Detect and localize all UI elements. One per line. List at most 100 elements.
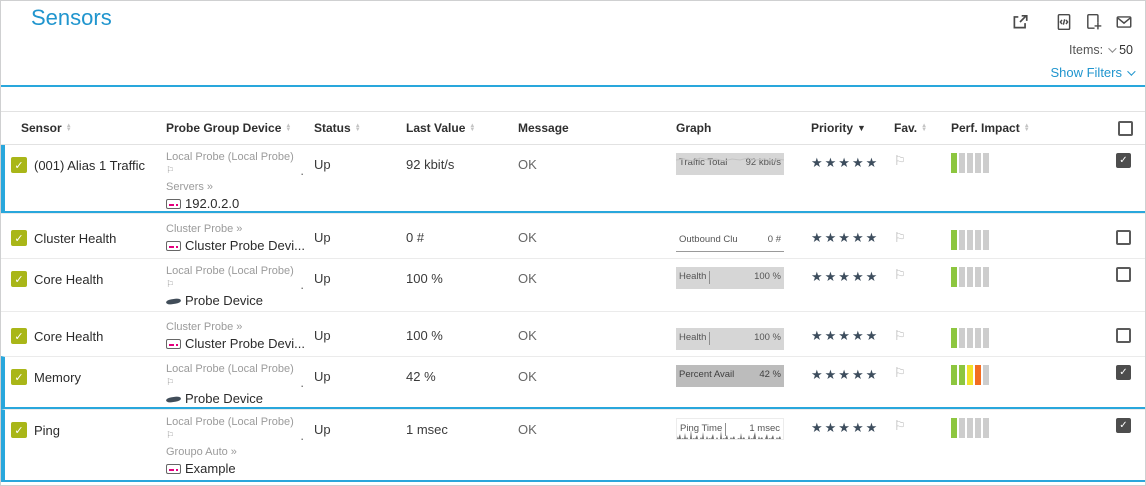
column-header-probe-group-device[interactable]: Probe Group Device ▲ ▼ bbox=[166, 121, 292, 135]
sensor-status-ok-icon: ✓ bbox=[11, 328, 27, 344]
favorite-flag-icon[interactable]: ⚐ bbox=[894, 153, 906, 168]
last-value-cell: 92 kbit/s bbox=[406, 157, 455, 172]
table-row[interactable]: ✓ Cluster Health ⚐ Cluster Probe» Cluste… bbox=[1, 213, 1145, 258]
priority-stars[interactable]: ★★★★★ bbox=[811, 420, 880, 435]
column-header-sensor[interactable]: Sensor ▲ ▼ bbox=[21, 121, 72, 135]
sensor-name[interactable]: (001) Alias 1 Traffic bbox=[34, 158, 146, 173]
sensor-name[interactable]: Ping bbox=[34, 423, 61, 438]
top-bar: Sensors Items: 50 Show Filters bbox=[1, 1, 1145, 85]
device-link[interactable]: Probe Device bbox=[165, 293, 308, 308]
graph-label: Traffic Total bbox=[679, 157, 728, 168]
probe-info[interactable]: Local Probe (Local Probe) ⚐ . bbox=[166, 151, 308, 178]
show-filters-toggle[interactable]: Show Filters bbox=[1050, 65, 1136, 80]
priority-stars[interactable]: ★★★★★ bbox=[811, 367, 880, 382]
last-value-cell: 100 % bbox=[406, 271, 443, 286]
favorite-flag-icon[interactable]: ⚐ bbox=[894, 267, 906, 282]
device-link[interactable]: Cluster Probe Devi... bbox=[166, 336, 308, 351]
chevron-down-icon bbox=[1127, 66, 1136, 76]
column-header-graph[interactable]: Graph bbox=[676, 121, 712, 135]
perf-impact-bars bbox=[951, 328, 1116, 348]
favorite-flag-icon[interactable]: ⚐ bbox=[894, 230, 906, 245]
mini-graph[interactable]: Health 100 % bbox=[676, 328, 784, 350]
table-row[interactable]: ✓ (001) Alias 1 Traffic Local Probe (Loc… bbox=[1, 145, 1145, 213]
status-cell: Up bbox=[314, 230, 331, 245]
probe-info[interactable]: Local Probe (Local Probe) ⚐ . bbox=[166, 363, 308, 390]
select-all-checkbox[interactable] bbox=[1118, 120, 1133, 136]
group-link[interactable]: Cluster Probe» bbox=[166, 320, 308, 334]
column-header-fav[interactable]: Fav. ▲ ▼ bbox=[894, 121, 928, 135]
mini-graph[interactable]: Ping Time 1 msec bbox=[676, 418, 785, 440]
priority-stars[interactable]: ★★★★★ bbox=[811, 269, 880, 284]
perf-impact-bars bbox=[951, 153, 1116, 173]
table-header: Sensor ▲ ▼ Probe Group Device ▲ ▼ Status ▲ ▼ L… bbox=[1, 111, 1145, 145]
group-label: Cluster Probe bbox=[166, 223, 234, 235]
perf-impact-bars bbox=[951, 365, 1116, 385]
sensor-name[interactable]: Core Health bbox=[34, 272, 104, 287]
column-header-message[interactable]: Message bbox=[518, 121, 569, 135]
sensor-name[interactable]: Cluster Health bbox=[34, 231, 117, 246]
row-checkbox[interactable] bbox=[1116, 267, 1131, 282]
table-row[interactable]: ✓ Ping Local Probe (Local Probe) ⚐ . Gro… bbox=[1, 409, 1145, 482]
probe-info[interactable]: Local Probe (Local Probe) ⚐ . bbox=[166, 265, 308, 292]
row-checkbox[interactable]: ✓ bbox=[1116, 153, 1131, 168]
column-header-perf-impact[interactable]: Perf. Impact ▲ ▼ bbox=[951, 121, 1030, 135]
sort-icon: ▲ ▼ bbox=[1023, 123, 1030, 133]
probe-info[interactable]: Local Probe (Local Probe) ⚐ . bbox=[166, 416, 308, 443]
probe-ellipsis: . bbox=[300, 428, 304, 443]
mini-graph[interactable]: Traffic Total 92 kbit/s bbox=[676, 153, 784, 175]
column-header-last-value[interactable]: Last Value ▲ ▼ bbox=[406, 121, 476, 135]
mini-graph[interactable]: Outbound Clu 0 # bbox=[676, 230, 784, 252]
priority-stars[interactable]: ★★★★★ bbox=[811, 230, 880, 245]
favorite-flag-icon[interactable]: ⚐ bbox=[894, 365, 906, 380]
device-icon bbox=[166, 463, 181, 474]
graph-value: 100 % bbox=[754, 332, 781, 343]
add-file-icon[interactable] bbox=[1085, 13, 1103, 31]
table-row[interactable]: ✓ Memory Local Probe (Local Probe) ⚐ . »… bbox=[1, 356, 1145, 409]
column-header-priority[interactable]: Priority ▼ bbox=[811, 121, 866, 135]
device-link[interactable]: 192.0.2.0 bbox=[166, 196, 308, 211]
column-header-status[interactable]: Status ▲ ▼ bbox=[314, 121, 361, 135]
probe-ellipsis: . bbox=[300, 277, 304, 292]
sort-icon: ▲ ▼ bbox=[285, 123, 292, 133]
message-cell: OK bbox=[518, 230, 537, 245]
toolbar bbox=[999, 13, 1133, 31]
group-label: Servers bbox=[166, 181, 204, 193]
row-checkbox[interactable]: ✓ bbox=[1116, 418, 1131, 433]
probe-label: Local Probe (Local Probe) bbox=[166, 151, 294, 163]
device-label: Probe Device bbox=[185, 391, 264, 406]
row-checkbox[interactable]: ✓ bbox=[1116, 365, 1131, 380]
probe-label: Local Probe (Local Probe) bbox=[166, 416, 294, 428]
favorite-flag-icon[interactable]: ⚐ bbox=[894, 418, 906, 433]
device-link[interactable]: Cluster Probe Devi... bbox=[166, 238, 308, 253]
sensor-name[interactable]: Core Health bbox=[34, 329, 104, 344]
priority-stars[interactable]: ★★★★★ bbox=[811, 328, 880, 343]
device-icon bbox=[166, 338, 181, 349]
items-label: Items: bbox=[1069, 43, 1104, 57]
row-checkbox[interactable] bbox=[1116, 230, 1131, 245]
priority-stars[interactable]: ★★★★★ bbox=[811, 155, 880, 170]
items-count[interactable]: Items: 50 bbox=[1069, 43, 1133, 57]
device-link[interactable]: Example bbox=[166, 461, 308, 476]
traffic-sparkline bbox=[676, 157, 784, 162]
code-file-icon[interactable] bbox=[1055, 13, 1073, 31]
group-link[interactable]: Groupo Auto» bbox=[166, 445, 308, 459]
table-row[interactable]: ✓ Core Health ⚐ Cluster Probe» Cluster P… bbox=[1, 311, 1145, 356]
table-row[interactable]: ✓ Core Health Local Probe (Local Probe) … bbox=[1, 258, 1145, 311]
row-checkbox[interactable] bbox=[1116, 328, 1131, 343]
mini-graph[interactable]: Health 100 % bbox=[676, 267, 784, 289]
envelope-icon[interactable] bbox=[1115, 13, 1133, 31]
group-link[interactable]: Servers» bbox=[166, 180, 308, 194]
perf-impact-bars bbox=[951, 418, 1116, 438]
sensor-name[interactable]: Memory bbox=[34, 370, 81, 385]
sort-icon: ▲ ▼ bbox=[65, 123, 72, 133]
graph-label: Outbound Clu bbox=[679, 234, 738, 245]
device-label: Cluster Probe Devi... bbox=[185, 238, 305, 253]
favorite-flag-icon[interactable]: ⚐ bbox=[894, 328, 906, 343]
mini-graph[interactable]: Percent Avail 42 % bbox=[676, 365, 784, 387]
graph-value: 0 # bbox=[767, 234, 781, 245]
external-link-icon[interactable] bbox=[1011, 13, 1029, 31]
graph-label: Percent Avail bbox=[679, 369, 735, 380]
device-label: 192.0.2.0 bbox=[185, 196, 240, 211]
group-link[interactable]: Cluster Probe» bbox=[166, 222, 308, 236]
device-link[interactable]: Probe Device bbox=[165, 391, 308, 406]
